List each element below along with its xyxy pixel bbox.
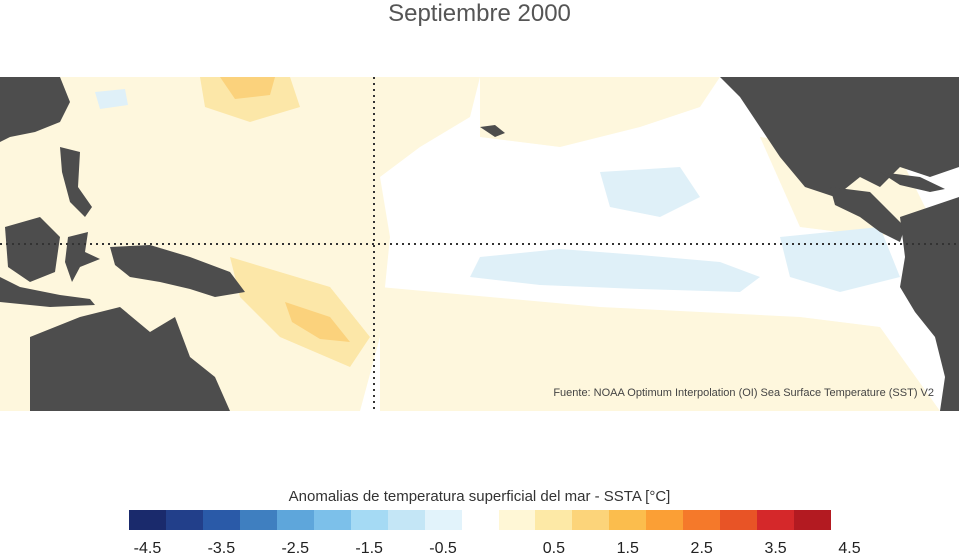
land-masses bbox=[0, 77, 959, 411]
colorbar-swatch bbox=[461, 510, 499, 530]
colorbar-swatch bbox=[757, 510, 795, 530]
land-sumatra-java bbox=[0, 277, 95, 307]
cool-area-central bbox=[600, 167, 700, 217]
land-new-guinea bbox=[110, 245, 245, 297]
colorbar-swatch bbox=[313, 510, 351, 530]
source-credit: Fuente: NOAA Optimum Interpolation (OI) … bbox=[553, 387, 934, 399]
colorbar-swatch bbox=[424, 510, 462, 530]
land-americas-north bbox=[720, 77, 959, 197]
colorbar-swatch bbox=[387, 510, 425, 530]
colorbar-swatch bbox=[276, 510, 314, 530]
colorbar bbox=[129, 510, 832, 530]
colorbar-swatch bbox=[165, 510, 203, 530]
colorbar-tick-label: -0.5 bbox=[429, 540, 457, 557]
land-borneo bbox=[5, 217, 60, 282]
colorbar-swatch bbox=[609, 510, 647, 530]
colorbar-swatch bbox=[239, 510, 277, 530]
colorbar-tick-label: 1.5 bbox=[616, 540, 639, 557]
colorbar-swatch bbox=[683, 510, 721, 530]
warm-area-peak-north bbox=[220, 77, 275, 99]
colorbar-swatch bbox=[350, 510, 388, 530]
colorbar-swatch bbox=[720, 510, 758, 530]
colorbar-tick-label: -1.5 bbox=[355, 540, 383, 557]
colorbar-tick-label: 0.5 bbox=[542, 540, 566, 557]
warm-area-peak-south bbox=[285, 302, 350, 342]
colorbar-swatch bbox=[129, 510, 166, 530]
land-south-america bbox=[900, 197, 959, 411]
warm-area-mid bbox=[200, 77, 300, 122]
map-title: Septiembre 2000 bbox=[388, 0, 571, 27]
warm-area-east-south bbox=[380, 287, 940, 411]
colorbar-swatch bbox=[498, 510, 536, 530]
colorbar-tick-label: 3.5 bbox=[764, 540, 787, 557]
reference-lines bbox=[0, 77, 959, 411]
colorbar-swatch bbox=[535, 510, 573, 530]
ssta-map bbox=[0, 77, 959, 411]
warm-area-north-central bbox=[480, 77, 720, 147]
land-philippines bbox=[60, 147, 92, 217]
land-asia-north bbox=[0, 77, 70, 142]
colorbar-swatch bbox=[572, 510, 610, 530]
colorbar-tick-label: -4.5 bbox=[133, 540, 162, 557]
colorbar-title: Anomalias de temperatura superficial del… bbox=[288, 488, 671, 505]
colorbar-tick-label: -3.5 bbox=[207, 540, 236, 557]
land-central-america bbox=[830, 187, 905, 242]
colorbar-swatch bbox=[794, 510, 832, 530]
land-hawaii bbox=[480, 125, 505, 137]
cool-area-equatorial bbox=[470, 249, 760, 292]
colorbar-tick-label: 2.5 bbox=[690, 540, 713, 557]
colorbar-tick-label: -2.5 bbox=[281, 540, 310, 557]
land-cuba bbox=[880, 172, 945, 192]
cool-area-small bbox=[95, 89, 128, 109]
colorbar-swatch bbox=[202, 510, 240, 530]
colorbar-swatch bbox=[646, 510, 684, 530]
colorbar-tick-label: 4.5 bbox=[838, 540, 861, 557]
land-australia bbox=[30, 307, 230, 411]
